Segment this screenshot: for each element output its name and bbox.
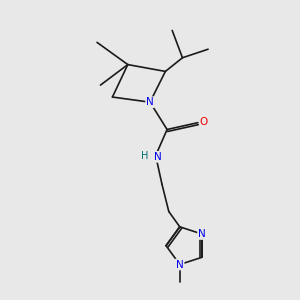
Text: N: N [198,229,206,239]
Text: N: N [176,260,184,269]
Text: H: H [140,151,148,161]
Text: N: N [146,97,154,107]
Text: O: O [200,117,208,127]
Text: N: N [154,152,162,162]
